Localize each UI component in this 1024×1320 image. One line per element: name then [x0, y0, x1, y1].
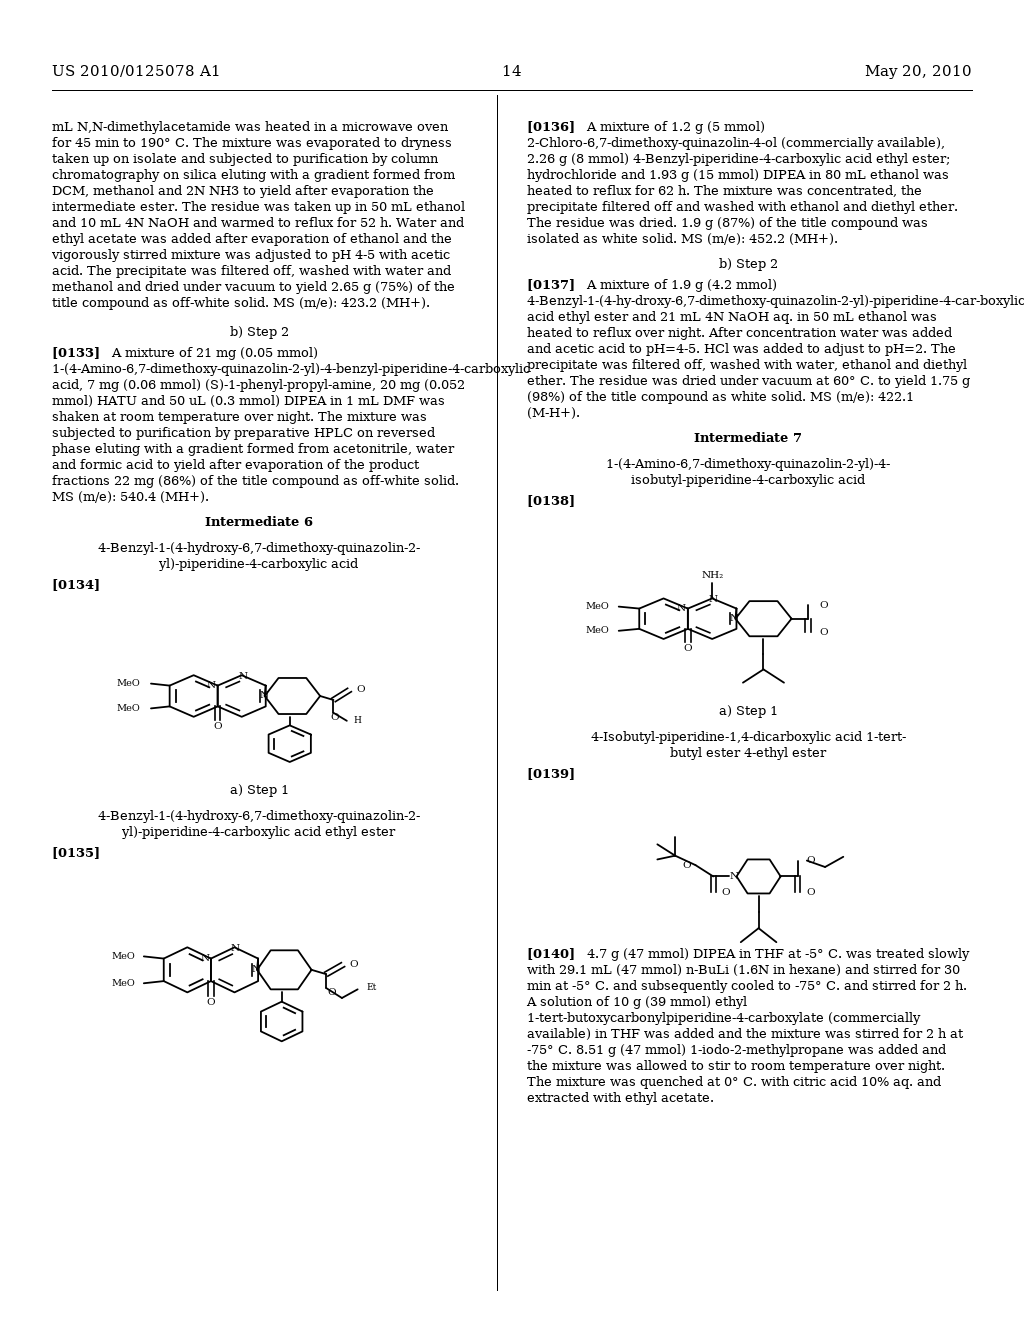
Text: O: O — [331, 714, 339, 722]
Text: O: O — [683, 861, 691, 870]
Text: O: O — [328, 987, 336, 997]
Text: O: O — [207, 998, 215, 1007]
Text: MeO: MeO — [117, 678, 140, 688]
Text: N: N — [709, 595, 718, 605]
Text: MeO: MeO — [112, 952, 135, 961]
Text: O: O — [807, 857, 815, 865]
Text: O: O — [807, 888, 815, 896]
Text: NH₂: NH₂ — [701, 572, 723, 581]
Text: N: N — [239, 672, 248, 681]
Text: O: O — [356, 685, 365, 694]
Text: H: H — [353, 717, 361, 725]
Text: O: O — [819, 601, 828, 610]
Text: O: O — [721, 888, 729, 896]
Text: Et: Et — [367, 982, 377, 991]
Text: O: O — [349, 960, 357, 969]
Text: MeO: MeO — [117, 704, 140, 713]
Text: N: N — [207, 681, 216, 690]
Text: N: N — [259, 692, 268, 701]
Text: MeO: MeO — [112, 978, 135, 987]
Text: O: O — [819, 628, 828, 636]
Text: N: N — [252, 965, 260, 974]
Text: MeO: MeO — [586, 602, 609, 611]
Text: N: N — [677, 605, 686, 612]
Text: N: N — [200, 954, 209, 964]
Text: MeO: MeO — [586, 626, 609, 635]
Text: O: O — [213, 722, 222, 731]
Text: N: N — [730, 873, 739, 880]
Text: N: N — [730, 614, 739, 623]
Text: N: N — [231, 944, 240, 953]
Text: O: O — [684, 644, 692, 653]
